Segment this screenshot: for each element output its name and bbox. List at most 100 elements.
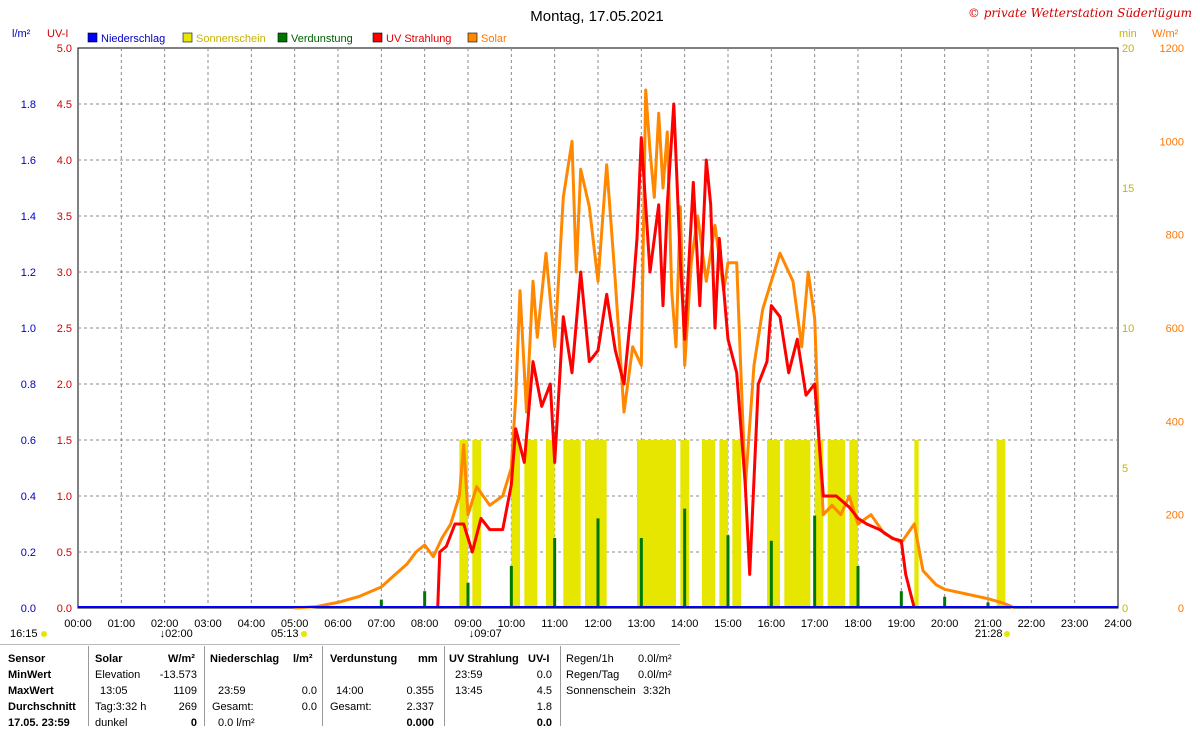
sunset-label: 21:28 [975, 628, 1003, 640]
precip-tick-label: 1.4 [21, 211, 36, 223]
uv-tick-label: 3.0 [57, 267, 72, 279]
solar-tick-label: 0 [1178, 603, 1184, 615]
evaporation-bar [379, 599, 383, 608]
regen-1h-value: 0.0l/m² [638, 653, 672, 665]
stats-max-label: MaxWert [8, 685, 54, 697]
stats-max-solar-a: 13:05 [100, 685, 128, 697]
sun-min-unit-label: min [1119, 28, 1137, 40]
stats-header-solar: Solar [95, 653, 123, 665]
time-tick-label: 21:00 [974, 618, 1002, 630]
sunshine-bar [996, 440, 1006, 608]
time-tick-label: 12:00 [584, 618, 612, 630]
stats-min-uv-time: 23:59 [455, 669, 483, 681]
stats-max-evap-b: 0.355 [406, 685, 434, 697]
time-tick-label: 01:00 [108, 618, 136, 630]
legend-swatch [372, 32, 383, 43]
legend-label: Niederschlag [101, 33, 165, 45]
stats-avg-uv-val: 1.8 [536, 701, 552, 713]
legend-label: UV Strahlung [386, 33, 451, 45]
precip-tick-label: 0.2 [21, 547, 36, 559]
sunshine-series [459, 440, 1006, 608]
solar-tick-label: 800 [1166, 230, 1184, 242]
uv-unit-label: UV-I [47, 28, 68, 40]
time-tick-label: 16:00 [758, 618, 786, 630]
chart-labels: 0.0 0.2 0.4 0.6 0.8 1.0 1.2 1.4 1.6 1.8 0.0 0.5 1.0 1… [10, 6, 1192, 640]
evaporation-bar [856, 566, 860, 608]
stats-max-precip-b: 0.0 [301, 685, 317, 697]
precip-tick-label: 0.8 [21, 379, 36, 391]
uv-tick-label: 0.0 [57, 603, 72, 615]
sun-min-tick-label: 0 [1122, 603, 1128, 615]
stats-avg-label: Durchschnitt [8, 701, 76, 713]
stats-avg-solar-a: Tag:3:32 h [95, 701, 147, 713]
sunshine-total-label: Sonnenschein [566, 685, 636, 697]
time-tick-label: 11:00 [541, 618, 568, 630]
sun-min-tick-label: 10 [1122, 323, 1134, 335]
precip-tick-label: 0.0 [21, 603, 36, 615]
time-tick-label: 13:00 [628, 618, 656, 630]
stats-table: Sensor Solar W/m² Niederschlag l/m² Verd… [0, 650, 672, 729]
uv-tick-label: 3.5 [57, 211, 72, 223]
evaporation-bar [943, 596, 947, 608]
time-tick-label: 05:00 [281, 618, 309, 630]
evaporation-bar [423, 591, 427, 608]
solar-series [294, 88, 1015, 610]
solar-tick-label: 1200 [1160, 43, 1184, 55]
legend-swatch [467, 32, 478, 43]
max-time-label: ↓09:07 [469, 628, 502, 640]
time-tick-label: 09:00 [454, 618, 482, 630]
sunset-marker [1004, 631, 1010, 637]
current-time-label: 16:15 [10, 628, 38, 640]
sunshine-bar [732, 440, 741, 608]
stats-avg-precip-a: Gesamt: [212, 701, 254, 713]
stats-max-uv-val: 4.5 [536, 685, 552, 697]
sunshine-bar [524, 440, 538, 608]
time-tick-label: 20:00 [931, 618, 959, 630]
stats-header-precip: Niederschlag [210, 653, 280, 665]
uv-tick-label: 0.5 [57, 547, 72, 559]
sunshine-bar [702, 440, 715, 608]
precip-tick-label: 1.8 [21, 99, 36, 111]
evaporation-bar [683, 508, 687, 608]
time-tick-label: 08:00 [411, 618, 439, 630]
sunshine-bar [719, 440, 728, 608]
stats-header-evap-unit: mm [418, 653, 438, 665]
stats-header-precip-unit: l/m² [293, 653, 313, 665]
stats-avg-solar-b: 269 [178, 701, 197, 713]
time-tick-label: 18:00 [844, 618, 872, 630]
sun-min-tick-label: 20 [1122, 43, 1134, 55]
uv-tick-label: 4.0 [57, 155, 72, 167]
precip-tick-label: 1.6 [21, 155, 36, 167]
regen-1h-label: Regen/1h [566, 653, 614, 665]
legend-label: Sonnenschein [196, 33, 266, 45]
sunshine-bar [849, 440, 858, 608]
stats-max-solar-b: 1109 [173, 685, 197, 697]
stats-header-uv-unit: UV-I [528, 653, 550, 665]
uv-line [436, 102, 916, 609]
uv-tick-label: 1.0 [57, 491, 72, 503]
stats-avg-evap-a: Gesamt: [330, 701, 372, 713]
sunshine-bar [598, 440, 607, 608]
time-tick-label: 15:00 [714, 618, 742, 630]
stats-header-uv: UV Strahlung [449, 653, 519, 665]
uv-tick-label: 1.5 [57, 435, 72, 447]
sunshine-bar [814, 440, 824, 608]
stats-max-uv-time: 13:45 [455, 685, 483, 697]
stats-min-solar-a: Elevation [95, 669, 141, 681]
stats-divider [88, 646, 89, 726]
legend-label: Verdunstung [291, 33, 353, 45]
time-tick-label: 23:00 [1061, 618, 1089, 630]
uv-tick-label: 4.5 [57, 99, 72, 111]
time-tick-label: 14:00 [671, 618, 699, 630]
stats-sum-solar-a: dunkel [95, 717, 128, 729]
stats-max-evap-a: 14:00 [336, 685, 364, 697]
stats-sum-solar-b: 0 [190, 717, 197, 729]
solar-tick-label: 200 [1166, 510, 1184, 522]
time-tick-label: 10:00 [498, 618, 526, 630]
time-tick-label: 07:00 [368, 618, 396, 630]
stats-avg-precip-b: 0.0 [301, 701, 317, 713]
precip-tick-label: 0.6 [21, 435, 36, 447]
stats-top-divider [0, 644, 680, 645]
stats-divider [444, 646, 445, 726]
time-tick-label: 00:00 [64, 618, 92, 630]
